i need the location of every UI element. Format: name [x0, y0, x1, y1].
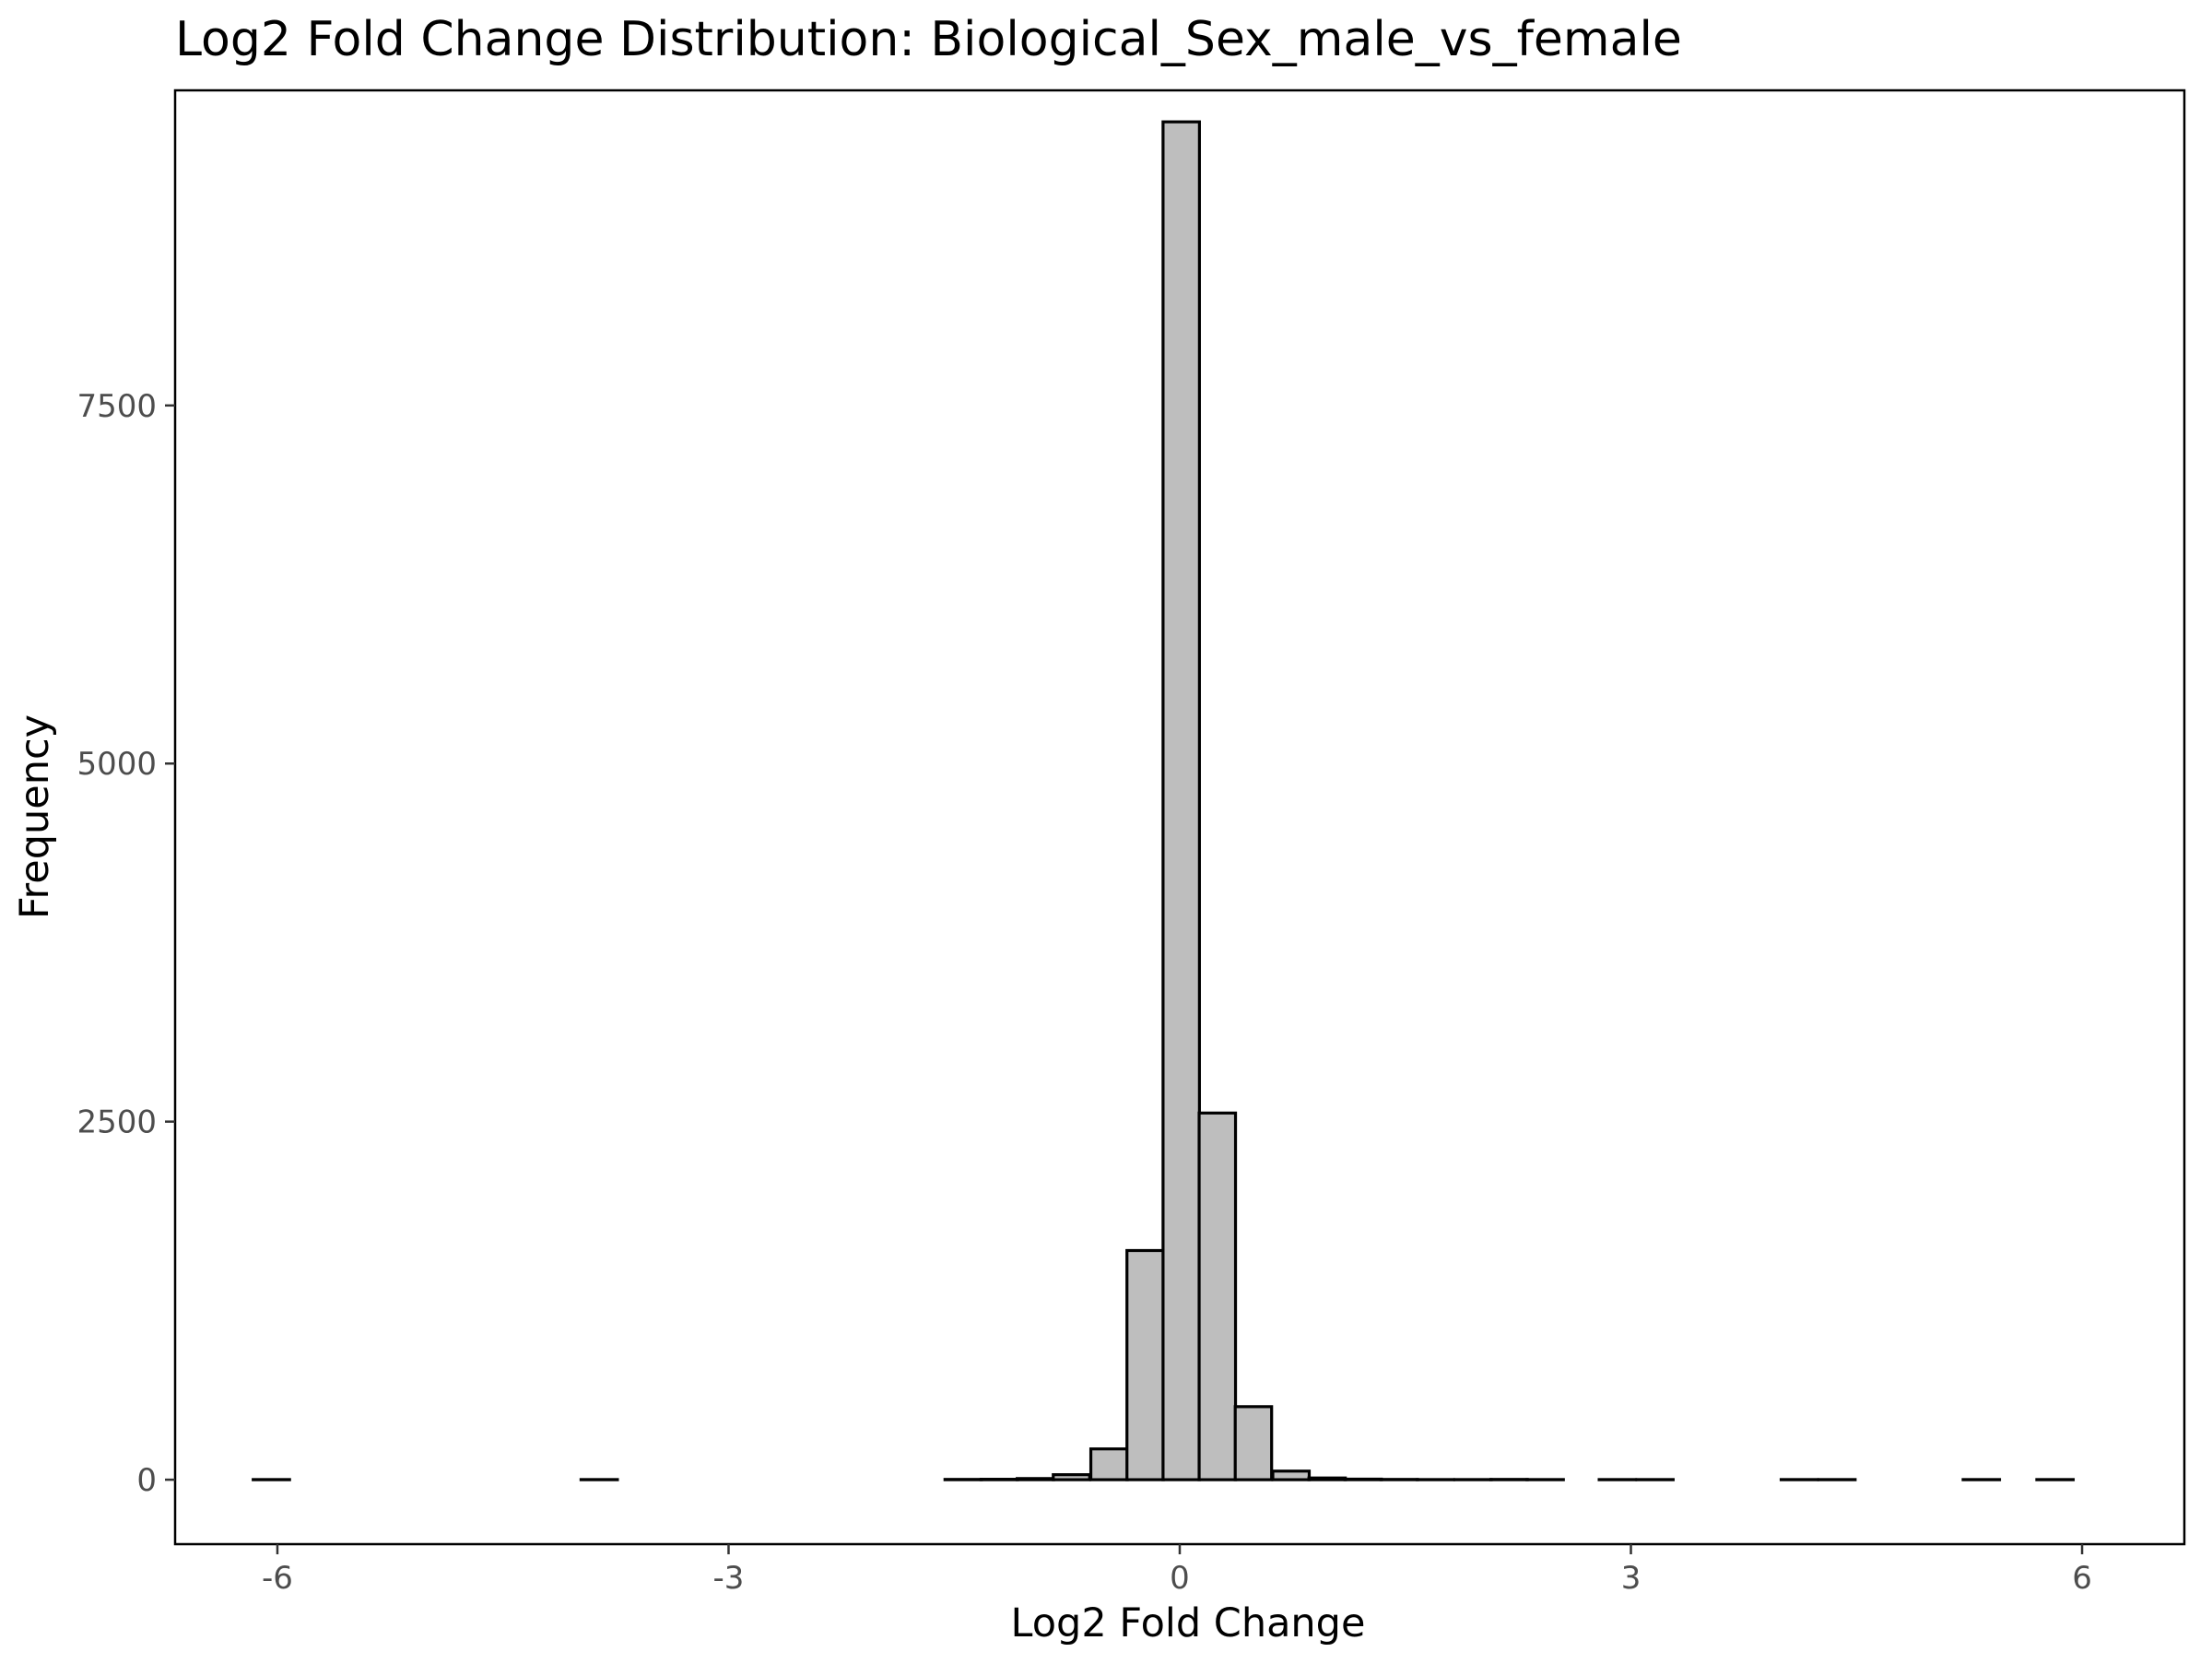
histogram-bar	[1309, 1478, 1345, 1480]
y-tick-label: 2500	[76, 1104, 157, 1141]
histogram-bar	[1199, 1113, 1235, 1480]
histogram-bar	[1091, 1449, 1127, 1480]
x-tick-label: -6	[262, 1560, 293, 1597]
chart-title: Log2 Fold Change Distribution: Biologica…	[175, 12, 1682, 67]
x-axis: -6 -3 0 3 6	[262, 1544, 2092, 1597]
histogram-bar	[1127, 1250, 1163, 1480]
y-tick-label: 0	[136, 1462, 157, 1499]
y-axis: 0 2500 5000 7500	[76, 388, 175, 1499]
histogram-bar	[1163, 122, 1199, 1480]
y-axis-title: Frequency	[12, 714, 58, 919]
x-tick-label: 6	[2072, 1560, 2092, 1597]
y-tick-label: 5000	[76, 746, 157, 783]
bars-group	[253, 122, 2074, 1480]
y-tick-label: 7500	[76, 388, 157, 425]
histogram-bar	[1018, 1479, 1053, 1480]
x-tick-label: -3	[713, 1560, 745, 1597]
x-tick-label: 3	[1621, 1560, 1641, 1597]
histogram-bar	[1053, 1475, 1089, 1480]
x-axis-title: Log2 Fold Change	[1011, 1600, 1366, 1646]
histogram-bar	[1273, 1471, 1309, 1480]
x-tick-label: 0	[1170, 1560, 1190, 1597]
histogram-bar	[1345, 1479, 1381, 1480]
histogram-bar	[1235, 1407, 1271, 1480]
